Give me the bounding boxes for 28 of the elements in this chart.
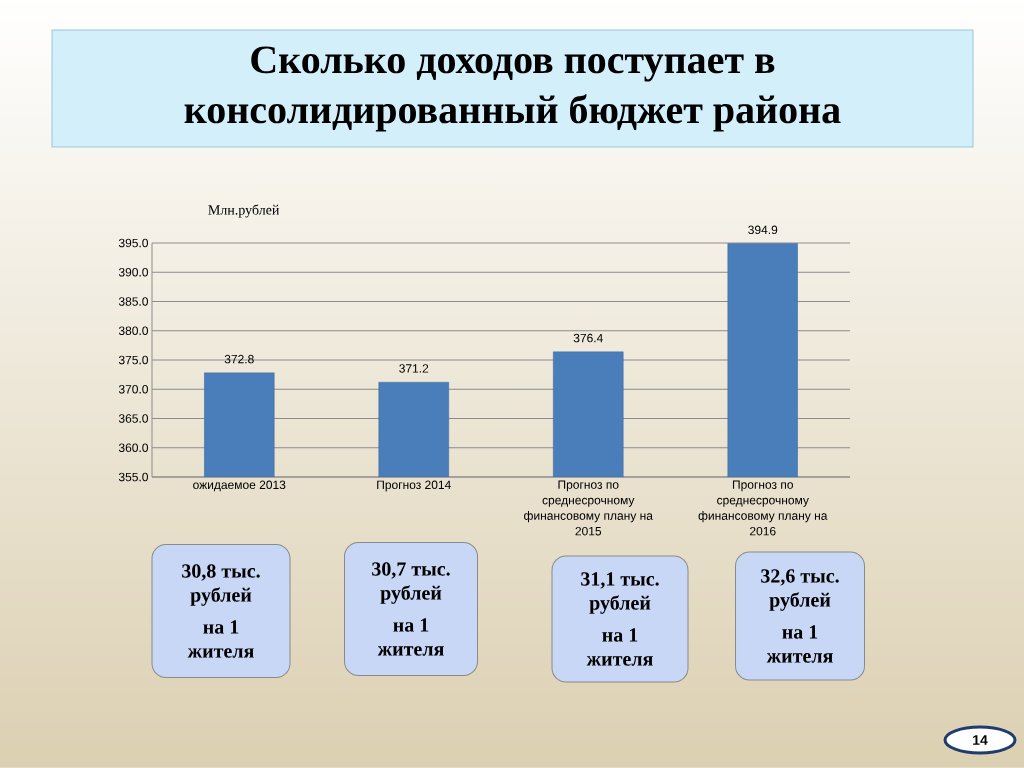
y-tick-label: 385.0 (118, 297, 148, 306)
y-tick-label: 390.0 (118, 268, 148, 277)
x-tick-label: Прогноз по среднесрочному финансовому плану на 2016 (698, 480, 828, 536)
data-label: 394.9 (748, 225, 778, 235)
x-tick-label: ожидаемое 2013 (193, 480, 286, 492)
text: 30,7 тыс. рублей (372, 562, 450, 604)
text: 31,1 тыс. рублей (581, 572, 659, 614)
y-tick-label: 360.0 (118, 443, 148, 452)
y-tick-label: 375.0 (118, 355, 148, 365)
data-label: 372.8 (224, 354, 254, 364)
data-label: 376.4 (573, 333, 603, 343)
data-label: 371.2 (399, 364, 429, 373)
text: на 1 жителя (586, 628, 653, 666)
text: 32,6 тыс. рублей (761, 569, 839, 611)
text: 30,8 тыс. рублей (182, 564, 260, 606)
chart-title: Сколько доходов поступает в консолидированный бюджет района (184, 46, 841, 132)
text: 14 (973, 735, 988, 745)
y-tick-label: 355.0 (118, 472, 148, 482)
y-axis-title: Млн.рублей (208, 204, 280, 218)
y-tick-label: 365.0 (118, 414, 148, 423)
y-tick-label: 380.0 (118, 326, 148, 335)
text: на 1 жителя (766, 625, 833, 663)
y-tick-label: 395.0 (118, 238, 148, 248)
x-tick-label: Прогноз 2014 (377, 480, 451, 492)
y-tick-label: 370.0 (118, 385, 148, 394)
text: на 1 жителя (377, 618, 444, 656)
text: на 1 жителя (187, 620, 254, 658)
x-tick-label: Прогноз по среднесрочному финансовому плану на 2015 (524, 480, 653, 536)
